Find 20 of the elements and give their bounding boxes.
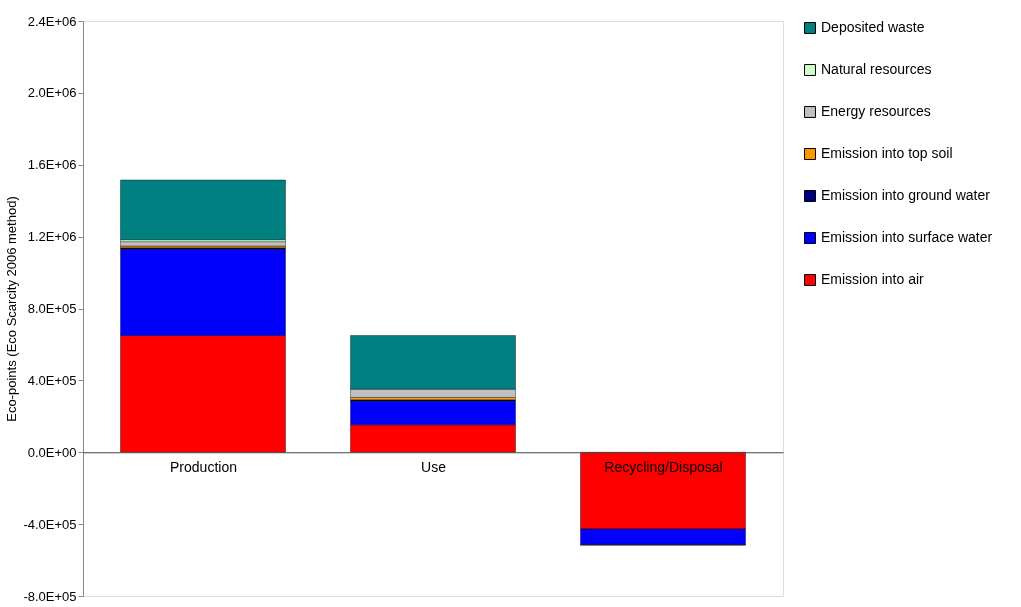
y-tick-label: 8.0E+05 xyxy=(27,301,77,316)
y-tick-label: 1.6E+06 xyxy=(27,157,77,173)
y-axis-title: Eco-points (Eco Scarcity 2006 method) xyxy=(4,196,20,422)
y-tick-label: -4.0E+05 xyxy=(23,516,77,532)
y-tick-label: 4.0E+05 xyxy=(27,372,77,388)
y-tick-label: 2.4E+06 xyxy=(27,13,77,29)
legend-label: Emission into top soil xyxy=(821,145,953,161)
legend-label: Natural resources xyxy=(821,61,932,77)
x-tick-label: Use xyxy=(421,458,447,475)
legend-label: Deposited waste xyxy=(821,19,925,35)
legend-label: Energy resources xyxy=(821,103,931,119)
legend-label: Emission into ground water xyxy=(821,187,991,203)
y-tick-label: 1.2E+06 xyxy=(27,229,77,245)
x-tick-label: Recycling/Disposal xyxy=(604,458,723,475)
x-tick-label: Production xyxy=(170,458,237,475)
y-tick-label: 2.0E+06 xyxy=(27,85,77,101)
y-tick-label: -8.0E+05 xyxy=(23,588,77,604)
y-tick-label: 0.0E+00 xyxy=(27,444,77,460)
legend-label: Emission into surface water xyxy=(821,229,993,245)
legend-label: Emission into air xyxy=(821,271,925,287)
